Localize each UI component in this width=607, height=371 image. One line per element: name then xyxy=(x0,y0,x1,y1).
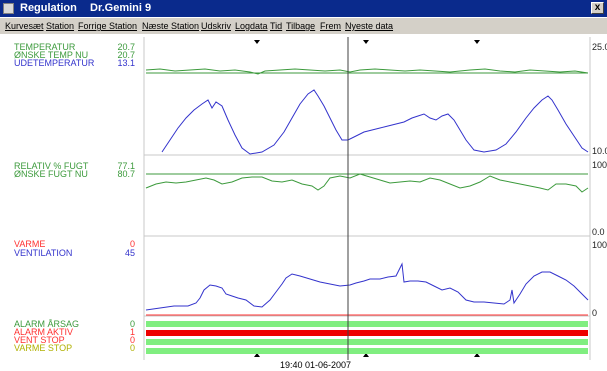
series-relativ-fugt xyxy=(145,173,589,193)
day-marker-bottom-1 xyxy=(254,353,260,357)
vent-axis-bottom: 0 xyxy=(592,308,598,318)
bar-varme-stop xyxy=(146,348,588,354)
menu-station[interactable]: Station xyxy=(46,21,75,31)
value-onske-temp: 20.7 xyxy=(117,50,135,60)
temp-axis-top: 25.0 xyxy=(592,42,607,52)
label-varme-stop: VARME STOP xyxy=(14,343,73,353)
bar-alarm-arsag xyxy=(146,321,588,327)
value-alarm-aktiv: 1 xyxy=(129,327,135,337)
value-temperatur: 20.7 xyxy=(117,42,135,52)
temp-axis-bottom: 10.0 xyxy=(592,146,607,156)
value-onske-fugt: 80.7 xyxy=(117,169,135,179)
app-icon xyxy=(3,3,14,14)
label-temperatur: TEMPERATUR xyxy=(14,42,76,52)
bar-vent-stop xyxy=(146,339,588,345)
value-varme-stop: 0 xyxy=(129,343,135,353)
day-marker-top-1 xyxy=(254,40,260,44)
label-vent-stop: VENT STOP xyxy=(14,335,65,345)
timestamp-label: 19:40 01-06-2007 xyxy=(280,360,352,370)
humidity-axis-bottom: 0.0 xyxy=(592,227,605,237)
close-button[interactable]: x xyxy=(591,2,604,14)
value-varme: 0 xyxy=(129,239,135,249)
series-ventilation xyxy=(145,262,589,311)
value-ventilation: 45 xyxy=(124,248,135,258)
title-bar: Regulation Dr.Gemini 9 x xyxy=(0,0,607,17)
label-relativ-fugt: RELATIV % FUGT xyxy=(14,161,89,171)
bar-alarm-aktiv xyxy=(146,330,588,336)
day-marker-bottom-2 xyxy=(363,353,369,357)
label-onske-temp: ØNSKE TEMP NU xyxy=(14,50,89,60)
value-alarm-arsag: 0 xyxy=(129,319,135,329)
menu-bar: Kurvesæt Station Forrige Station Næste S… xyxy=(0,18,607,34)
label-alarm-arsag: ALARM ÅRSAG xyxy=(14,319,80,329)
menu-tid[interactable]: Tid xyxy=(270,21,283,31)
label-varme: VARME xyxy=(14,239,46,249)
menu-kurvesaet[interactable]: Kurvesæt xyxy=(5,21,44,31)
day-marker-bottom-3 xyxy=(474,353,480,357)
label-onske-fugt: ØNSKE FUGT NU xyxy=(14,169,88,179)
label-udetemperatur: UDETEMPERATUR xyxy=(14,58,95,68)
menu-forrige-station[interactable]: Forrige Station xyxy=(78,21,138,31)
window-title: Regulation xyxy=(20,2,77,14)
series-udetemperatur xyxy=(161,89,589,155)
value-relativ-fugt: 77.1 xyxy=(117,161,135,171)
menu-nyeste-data[interactable]: Nyeste data xyxy=(345,21,394,31)
series-temperatur xyxy=(145,68,589,75)
menu-naeste-station[interactable]: Næste Station xyxy=(142,21,200,31)
humidity-axis-top: 100.0 xyxy=(592,160,607,170)
label-alarm-aktiv: ALARM AKTIV xyxy=(14,327,74,337)
window-subtitle: Dr.Gemini 9 xyxy=(90,2,152,14)
day-marker-top-3 xyxy=(474,40,480,44)
value-udetemperatur: 13.1 xyxy=(117,58,135,68)
menu-frem[interactable]: Frem xyxy=(320,21,341,31)
label-ventilation: VENTILATION xyxy=(14,248,73,258)
menu-udskriv[interactable]: Udskriv xyxy=(201,21,232,31)
menu-tilbage[interactable]: Tilbage xyxy=(286,21,316,31)
value-vent-stop: 0 xyxy=(129,335,135,345)
day-marker-top-2 xyxy=(363,40,369,44)
vent-axis-top: 100 xyxy=(592,240,607,250)
menu-logdata[interactable]: Logdata xyxy=(235,21,268,31)
